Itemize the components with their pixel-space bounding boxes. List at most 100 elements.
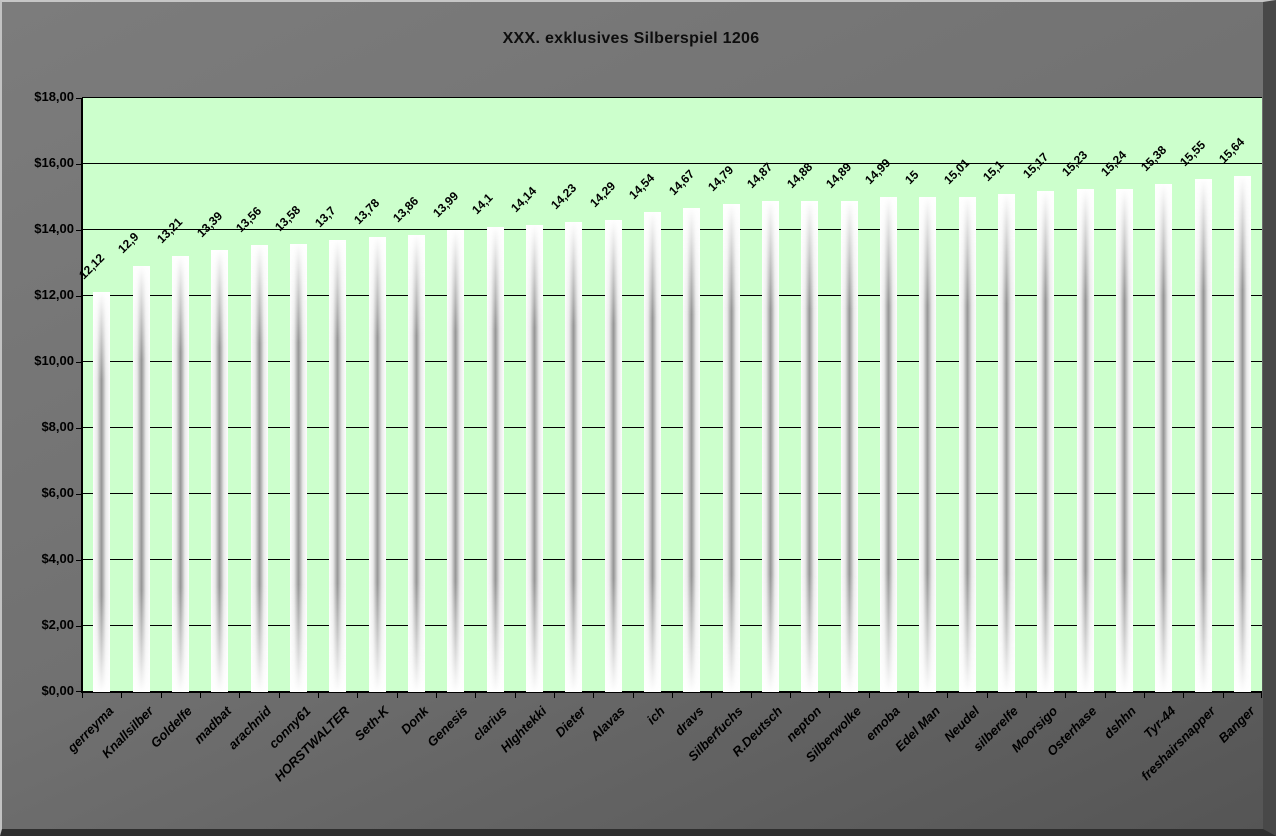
- category-label: Seth-K: [351, 703, 392, 744]
- y-axis-label: $0,00: [41, 683, 74, 698]
- bar: [93, 292, 111, 692]
- x-axis-tick: [790, 692, 791, 698]
- gridline: [82, 625, 1262, 626]
- bar: [683, 207, 701, 692]
- category-label: arachnid: [224, 703, 274, 753]
- y-axis-label: $16,00: [34, 155, 74, 170]
- x-axis-tick: [514, 692, 516, 698]
- x-axis-tick: [750, 692, 752, 698]
- plot-area: [82, 98, 1262, 692]
- gridline: [82, 295, 1262, 296]
- x-axis-tick: [1065, 692, 1067, 698]
- gridline: [82, 427, 1262, 428]
- y-axis-label: $4,00: [41, 551, 74, 566]
- category-label: dshhn: [1101, 703, 1140, 742]
- bar: [643, 212, 661, 692]
- gridline: [82, 559, 1262, 560]
- category-label: Genesis: [424, 703, 471, 750]
- x-axis-tick: [672, 692, 673, 698]
- bar: [289, 243, 307, 692]
- x-axis-tick: [357, 692, 359, 698]
- x-axis-tick: [908, 692, 909, 698]
- x-axis-tick: [396, 692, 398, 698]
- category-label: Dieter: [551, 703, 589, 740]
- category-label: Banger: [1214, 703, 1258, 746]
- bar: [250, 244, 268, 692]
- x-axis-tick: [593, 692, 595, 698]
- y-axis-tick: [76, 98, 82, 99]
- bar: [1233, 175, 1251, 692]
- x-axis-tick: [947, 692, 949, 698]
- y-axis-label: $12,00: [34, 287, 74, 302]
- x-axis-tick: [632, 692, 634, 698]
- bar: [565, 222, 583, 692]
- y-axis-label: $18,00: [34, 89, 74, 104]
- gridline: [82, 97, 1262, 98]
- x-axis-tick: [475, 692, 477, 698]
- x-axis-tick: [160, 692, 162, 698]
- x-axis-line: [81, 691, 1262, 693]
- bar: [1037, 191, 1055, 692]
- y-axis-tick: [76, 626, 82, 627]
- x-axis-tick: [82, 692, 83, 698]
- category-label: dravs: [671, 703, 707, 739]
- y-axis-label: $10,00: [34, 353, 74, 368]
- chart-title: XXX. exklusives Silberspiel 1206: [502, 30, 760, 47]
- y-axis-tick: [76, 428, 82, 429]
- category-label: Goldelfe: [147, 703, 196, 751]
- x-axis-tick: [318, 692, 319, 698]
- bar: [801, 200, 819, 692]
- x-axis-tick: [1026, 692, 1027, 698]
- gridline: [82, 229, 1262, 230]
- bar: [407, 234, 425, 692]
- y-axis-tick: [76, 164, 82, 165]
- bar: [1115, 189, 1133, 692]
- bar: [997, 193, 1015, 692]
- bar: [329, 239, 347, 692]
- bar: [1076, 189, 1094, 692]
- y-axis-tick: [76, 494, 82, 495]
- bar: [525, 225, 543, 692]
- x-axis-tick: [278, 692, 280, 698]
- x-axis-tick: [711, 692, 713, 698]
- bar: [1194, 178, 1212, 692]
- x-axis-tick: [200, 692, 201, 698]
- y-axis-tick: [76, 362, 82, 363]
- gridline: [82, 361, 1262, 362]
- bar: [722, 203, 740, 692]
- bar: [919, 197, 937, 692]
- category-label: Tyr-44: [1140, 703, 1179, 742]
- category-label: HORSTWALTER: [271, 703, 353, 785]
- bar: [486, 226, 504, 692]
- y-axis-tick: [76, 230, 82, 231]
- category-label: Donk: [397, 703, 432, 737]
- x-axis-tick: [1144, 692, 1145, 698]
- bar: [368, 237, 386, 692]
- category-label: freshairsnapper: [1137, 703, 1218, 784]
- y-axis-tick: [76, 560, 82, 561]
- x-axis-tick: [1183, 692, 1185, 698]
- x-axis-tick: [829, 692, 831, 698]
- bar: [761, 201, 779, 692]
- y-axis-label: $8,00: [41, 419, 74, 434]
- y-axis-tick: [76, 296, 82, 297]
- y-axis-line: [81, 98, 83, 693]
- y-axis-label: $2,00: [41, 617, 74, 632]
- x-axis-tick: [1104, 692, 1106, 698]
- bar: [447, 230, 465, 692]
- gridline: [82, 493, 1262, 494]
- bar: [879, 197, 897, 692]
- bar: [840, 200, 858, 692]
- bar: [132, 266, 150, 692]
- bar: [211, 250, 229, 692]
- bar: [1155, 184, 1173, 692]
- category-label: Alavas: [587, 703, 628, 744]
- category-label: ich: [643, 703, 668, 728]
- x-axis-tick: [436, 692, 437, 698]
- x-axis-tick: [1222, 692, 1224, 698]
- x-axis-tick: [986, 692, 988, 698]
- gridline: [82, 163, 1262, 164]
- x-axis-tick: [121, 692, 123, 698]
